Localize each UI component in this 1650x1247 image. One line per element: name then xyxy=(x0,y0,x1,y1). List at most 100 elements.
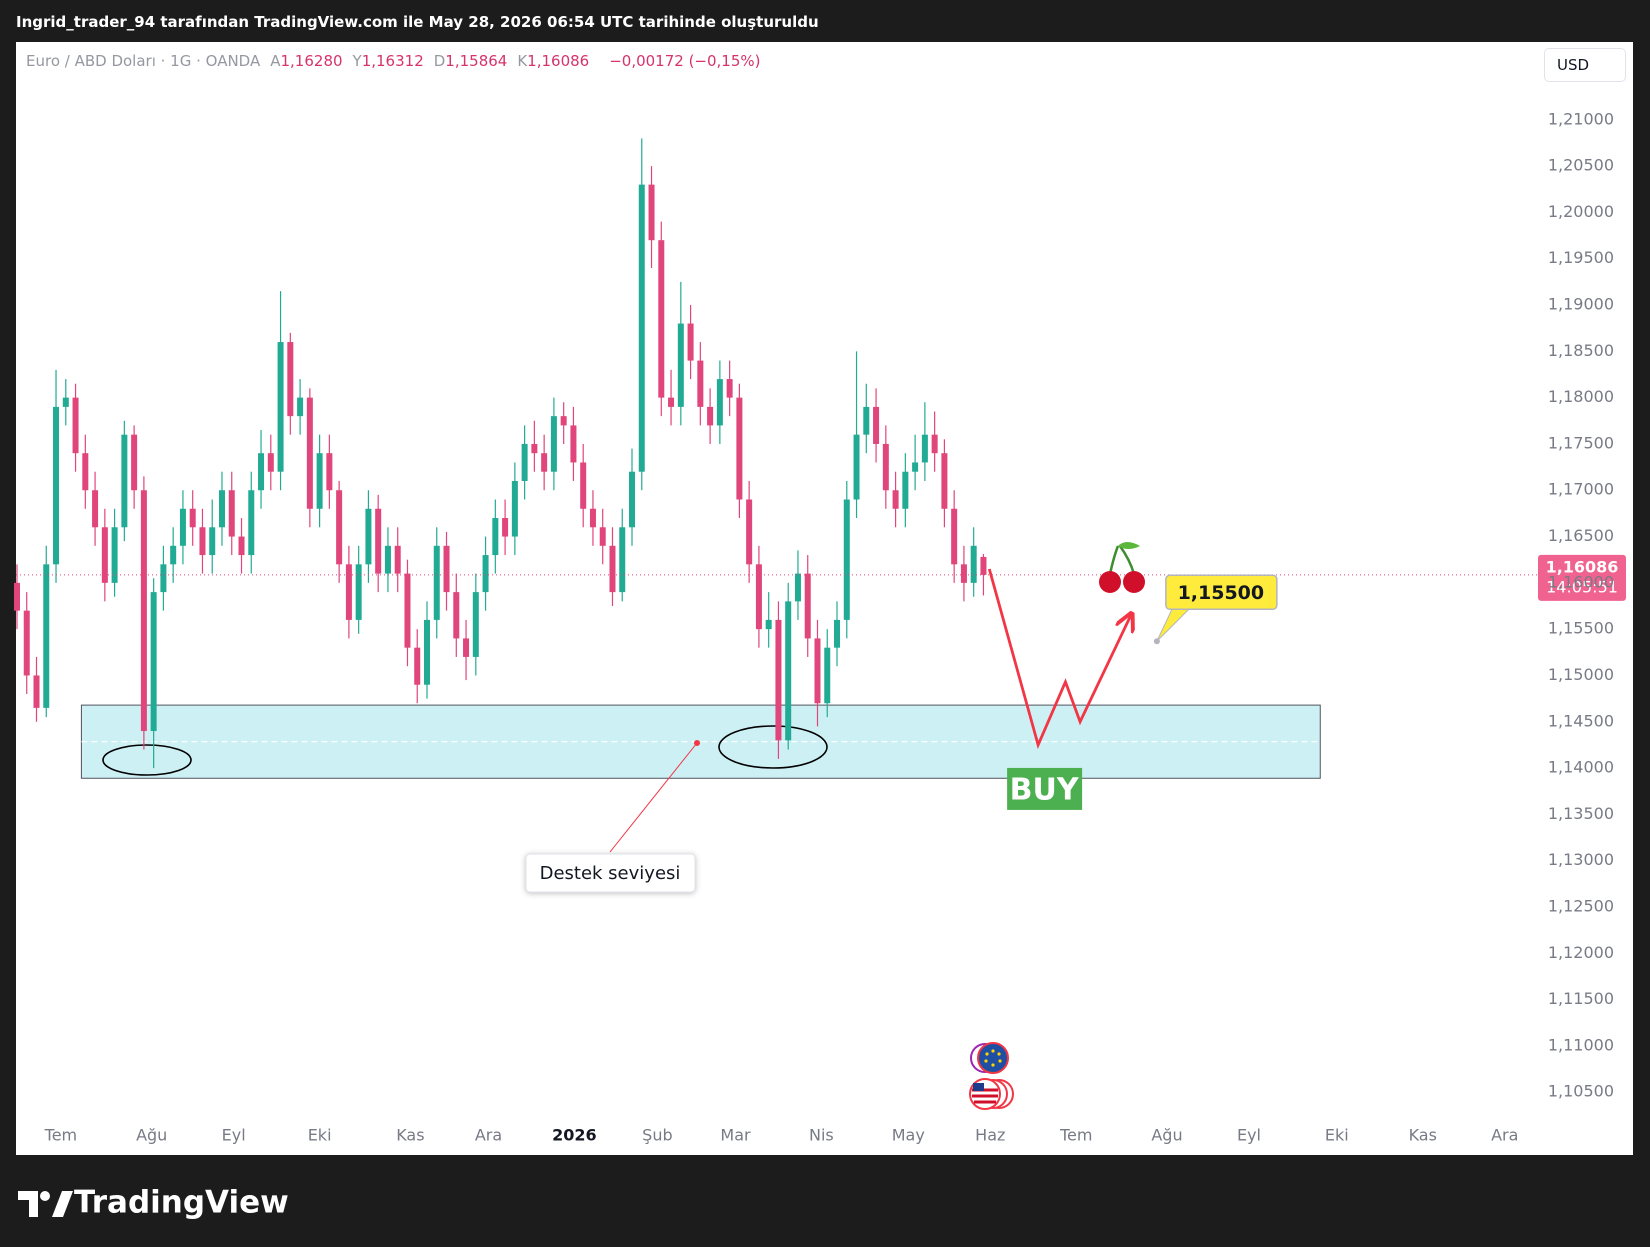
price-tag-value: 1,16086 xyxy=(1546,557,1619,576)
brand-name: TradingView xyxy=(74,1185,289,1221)
x-tick-label: Eyl xyxy=(1237,1126,1261,1145)
target-label: 1,15500 xyxy=(1178,582,1265,604)
candle-body xyxy=(951,508,958,565)
x-tick-label: Tem xyxy=(44,1126,77,1145)
candle-body xyxy=(365,508,372,565)
candle-body xyxy=(609,545,616,593)
y-tick-label: 1,16500 xyxy=(1548,526,1614,545)
projection-path xyxy=(987,568,1131,750)
candle-body xyxy=(746,499,753,565)
y-tick-label: 1,14500 xyxy=(1548,711,1614,730)
y-tick-label: 1,19000 xyxy=(1548,295,1614,314)
y-tick-label: 1,20500 xyxy=(1548,156,1614,175)
event-icons xyxy=(969,1042,1014,1110)
candle-body xyxy=(258,453,265,491)
candle-body xyxy=(560,416,567,426)
target-box xyxy=(1165,574,1278,611)
candle-body xyxy=(541,453,548,472)
x-tick-label: Tem xyxy=(1059,1126,1092,1145)
candle-body xyxy=(589,508,596,528)
candle-body xyxy=(218,490,225,528)
candle-body xyxy=(707,406,714,426)
candle-body xyxy=(912,462,919,472)
note-anchor xyxy=(694,740,700,746)
ellipse-highlight xyxy=(102,744,192,776)
candle-body xyxy=(336,490,343,565)
y-tick-label: 1,14000 xyxy=(1548,758,1614,777)
candle-body xyxy=(326,453,333,491)
candle-body xyxy=(23,610,30,676)
candle-body xyxy=(92,490,99,528)
candle-body xyxy=(443,545,450,593)
candle-body xyxy=(931,434,938,454)
candle-body xyxy=(433,545,440,620)
candle-body xyxy=(345,564,352,620)
candle-body xyxy=(882,443,889,491)
candle-body xyxy=(404,573,411,648)
candle-body xyxy=(658,240,665,398)
candle-body xyxy=(277,342,284,472)
y-tick-label: 1,15000 xyxy=(1548,665,1614,684)
ohlc-value: 1,16312 xyxy=(361,52,424,70)
candle-body xyxy=(648,184,655,241)
candle-body xyxy=(287,342,294,417)
candle-body xyxy=(804,573,811,639)
header-title: Ingrid_trader_94 tarafından TradingView.… xyxy=(16,13,819,31)
y-tick-label: 1,19500 xyxy=(1548,248,1614,267)
candle-body xyxy=(160,564,167,593)
candle-body xyxy=(853,434,860,500)
y-tick-label: 1,16000 xyxy=(1548,572,1614,591)
note-pointer xyxy=(609,742,698,853)
candle-body xyxy=(794,573,801,602)
ellipse-highlight xyxy=(718,725,828,769)
candle-body xyxy=(502,518,509,537)
x-tick-label: Ara xyxy=(1491,1126,1518,1145)
x-tick-label: Eki xyxy=(308,1126,332,1145)
x-tick-label: Kas xyxy=(396,1126,424,1145)
candle-body xyxy=(140,490,147,732)
candle-body xyxy=(43,564,50,708)
ohlc-key: D xyxy=(433,52,446,70)
candle-body xyxy=(121,434,128,528)
x-tick-label: Eki xyxy=(1325,1126,1349,1145)
candle-body xyxy=(834,619,841,648)
x-tick-label: Eyl xyxy=(222,1126,246,1145)
candle-body xyxy=(785,601,792,741)
note-text: Destek seviyesi xyxy=(540,863,681,884)
candle-body xyxy=(941,453,948,509)
currency-button[interactable]: USD xyxy=(1544,48,1626,82)
candle-body xyxy=(619,527,626,593)
candle-body xyxy=(150,592,157,732)
candle-body xyxy=(472,592,479,657)
y-tick-label: 1,18000 xyxy=(1548,387,1614,406)
x-tick-label: Haz xyxy=(975,1126,1005,1145)
candle-body xyxy=(511,480,518,537)
candle-body xyxy=(521,443,528,481)
candle-body xyxy=(570,425,577,463)
candle-body xyxy=(892,490,899,509)
candle-body xyxy=(580,462,587,509)
candle-body xyxy=(629,471,636,528)
ohlc-key: K xyxy=(517,52,528,70)
candle-body xyxy=(13,582,20,611)
candle-body xyxy=(306,397,313,509)
candle-body xyxy=(189,508,196,528)
candle-body xyxy=(72,397,79,454)
ohlc-key: A xyxy=(270,52,281,70)
y-tick-label: 1,21000 xyxy=(1548,109,1614,128)
candle-body xyxy=(453,592,460,639)
candle-body xyxy=(53,406,60,565)
ohlc-values: A1,16280 Y1,16312 D1,15864 K1,16086 xyxy=(270,52,599,70)
candle-body xyxy=(228,490,235,537)
candle-body xyxy=(463,638,470,657)
x-tick-label: Ara xyxy=(475,1126,502,1145)
candle-body xyxy=(736,397,743,500)
candle-body xyxy=(384,545,391,574)
candle-body xyxy=(755,564,762,630)
candle-body xyxy=(394,545,401,574)
candle-body xyxy=(111,527,118,583)
candle-body xyxy=(199,527,206,556)
candle-body xyxy=(921,434,928,463)
candle-body xyxy=(267,453,274,472)
